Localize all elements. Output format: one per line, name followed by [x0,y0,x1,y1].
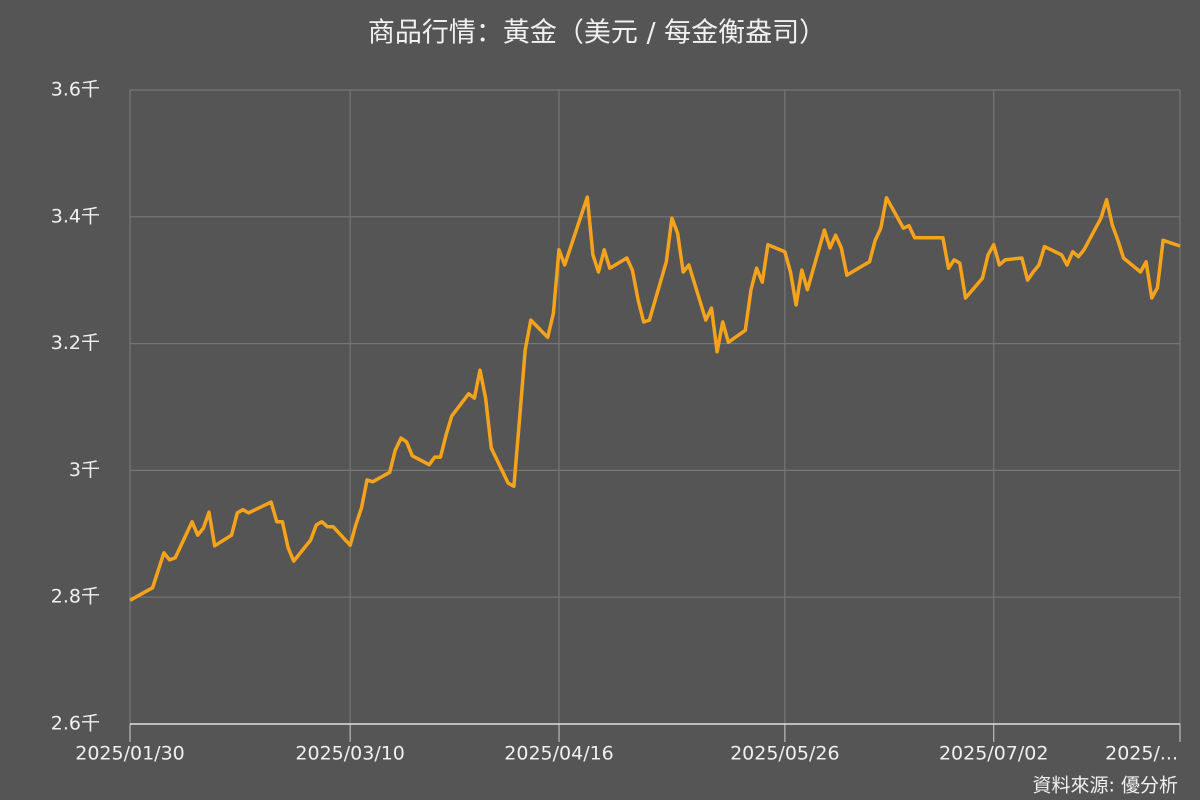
y-tick-label: 3.6千 [51,79,100,101]
y-tick-label: 3.2千 [51,332,100,354]
y-tick-label: 3千 [69,459,100,481]
x-tick-label: 2025/07/02 [939,743,1049,765]
y-tick-label: 2.6千 [51,713,100,735]
x-tick-label: 2025/03/10 [295,743,405,765]
price-line [129,195,1181,602]
y-tick-label: 3.4千 [51,205,100,227]
x-tick-label: 2025/05/26 [730,743,840,765]
x-tick-label: 2025/04/16 [504,743,614,765]
source-note: 資料來源: 優分析 [1033,775,1178,797]
y-tick-label: 2.8千 [51,586,100,608]
x-tick-label: 2025/... [1105,743,1178,765]
x-tick-label: 2025/01/30 [75,743,185,765]
chart-title: 商品行情：黃金（美元 / 每金衡盎司） [368,18,826,49]
